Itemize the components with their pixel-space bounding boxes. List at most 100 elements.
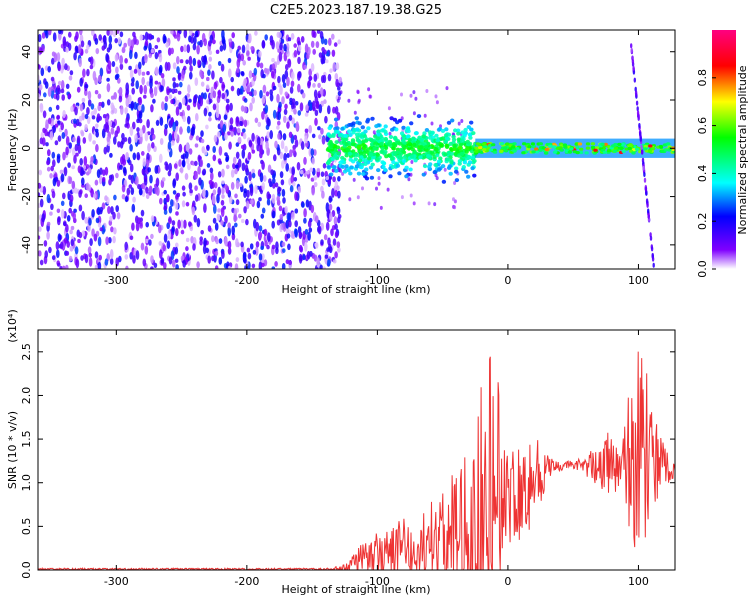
heatmap-cell [418, 155, 423, 160]
heatmap-cell [110, 127, 115, 135]
heatmap-cell [266, 244, 270, 250]
heatmap-cell [288, 131, 293, 138]
heatmap-cell [397, 141, 403, 146]
heatmap-cell [314, 117, 318, 126]
colorbar: 0.0 0.2 0.4 0.6 0.8 Normalized spectral ampl… [696, 30, 749, 278]
heatmap-cell [315, 102, 320, 110]
heatmap-cell [284, 145, 288, 153]
heatmap-cell [648, 144, 653, 148]
heatmap-cell [301, 202, 305, 208]
heatmap-cell [394, 127, 399, 132]
heatmap-cell [38, 235, 41, 240]
heatmap-cell [558, 146, 563, 150]
heatmap-cell [303, 64, 308, 70]
heatmap-cell [106, 83, 111, 93]
heatmap-cell [218, 146, 223, 156]
heatmap-cell [259, 89, 263, 99]
heatmap-cell [38, 84, 43, 91]
heatmap-cell [365, 119, 370, 124]
heatmap-cell [325, 136, 330, 142]
heatmap-cell [289, 86, 294, 94]
heatmap-cell [128, 65, 132, 71]
heatmap-cell [326, 161, 331, 166]
heatmap-cell [185, 237, 190, 243]
heatmap-cell [103, 146, 108, 155]
heatmap-cell [331, 132, 336, 137]
heatmap-cell [182, 153, 186, 160]
heatmap-cell [644, 186, 648, 192]
heatmap-cell [67, 162, 71, 169]
heatmap-cell [142, 124, 146, 134]
heatmap-cell [213, 204, 217, 214]
heatmap-cell [75, 258, 80, 269]
heatmap-cell [447, 151, 452, 155]
heatmap-cell [281, 188, 286, 197]
heatmap-cell [313, 31, 317, 38]
heatmap-cell [150, 215, 155, 223]
heatmap-cell [423, 145, 429, 149]
heatmap-cell [154, 80, 159, 85]
heatmap-cell [129, 69, 134, 79]
heatmap-cell [383, 146, 389, 151]
heatmap-cell [162, 244, 166, 252]
bottom-y-tick-label: 1.0 [20, 474, 33, 492]
heatmap-cell [251, 263, 256, 269]
heatmap-cell [96, 169, 101, 179]
heatmap-cell [47, 66, 51, 73]
heatmap-cell [361, 143, 366, 147]
heatmap-cell [52, 125, 56, 133]
heatmap-cell [231, 32, 235, 39]
heatmap-cell [161, 78, 166, 88]
heatmap-cell [160, 73, 165, 79]
heatmap-cell [141, 182, 145, 190]
heatmap-cell [383, 149, 388, 154]
heatmap-cell [183, 30, 188, 39]
heatmap-cell [285, 219, 290, 229]
heatmap-cell [363, 162, 368, 166]
heatmap-cell [412, 90, 416, 95]
heatmap-cell [266, 68, 270, 75]
heatmap-cell [211, 70, 215, 80]
heatmap-cell [440, 164, 446, 169]
heatmap-cell [291, 211, 295, 220]
heatmap-cell [57, 120, 61, 125]
heatmap-cell [329, 212, 333, 222]
heatmap-cell [310, 204, 315, 214]
heatmap-cell [269, 93, 274, 102]
heatmap-cell [215, 108, 220, 119]
heatmap-cell [275, 241, 279, 251]
heatmap-cell [134, 51, 138, 60]
heatmap-cell [120, 156, 124, 165]
heatmap-cell [334, 106, 339, 115]
snr-panel: -300 -200 -100 0 100 0.0 0.5 1.0 1.5 2.0 2.5 Heig… [6, 309, 676, 596]
heatmap-cell [163, 35, 167, 44]
heatmap-cell [62, 151, 66, 161]
heatmap-cell [113, 136, 117, 145]
heatmap-cell [46, 193, 51, 204]
heatmap-cell [441, 179, 447, 184]
heatmap-cell [217, 89, 222, 99]
heatmap-cell [277, 48, 281, 53]
heatmap-cell [299, 102, 304, 112]
heatmap-cell [107, 60, 112, 70]
bottom-y-tick-label: 2.5 [20, 343, 33, 361]
heatmap-cell [45, 119, 49, 129]
heatmap-cell [457, 145, 463, 150]
heatmap-cell [87, 167, 92, 174]
heatmap-cell [321, 47, 325, 52]
heatmap-cell [59, 265, 63, 269]
heatmap-cell [307, 81, 311, 89]
heatmap-cell [179, 166, 184, 174]
heatmap-cell [293, 177, 298, 182]
heatmap-cell [285, 42, 290, 52]
heatmap-cell [511, 145, 516, 149]
heatmap-cell [334, 73, 339, 81]
heatmap-cell [179, 112, 183, 117]
heatmap-cell [225, 98, 230, 104]
heatmap-cell [79, 103, 84, 112]
heatmap-cell [86, 68, 90, 77]
heatmap-cell [138, 118, 143, 124]
heatmap-cell [424, 148, 429, 153]
heatmap-cell [408, 167, 413, 172]
heatmap-cell [172, 121, 176, 132]
